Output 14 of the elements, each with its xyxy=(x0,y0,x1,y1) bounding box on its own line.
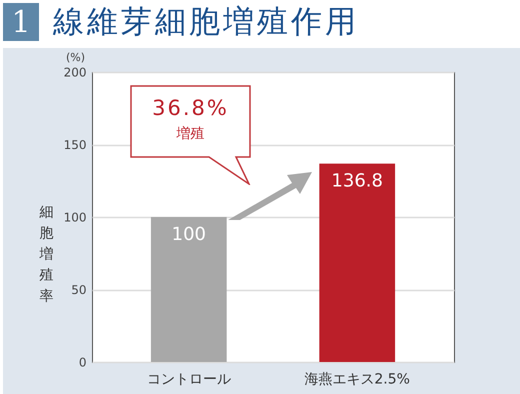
y-axis-title: 細胞増殖率 xyxy=(38,204,54,304)
data-label: 136.8 xyxy=(331,170,383,192)
annotation: 増殖 xyxy=(176,125,206,143)
data-label: 100 xyxy=(172,224,206,245)
chart-title: 1 線維芽細胞増殖作用 xyxy=(10,3,359,42)
annotation: 36.8% xyxy=(151,96,230,120)
x-tick-label: コントロール xyxy=(146,372,231,388)
x-tick-label: 海燕エキス2.5% xyxy=(304,372,410,388)
y-tick-label: 0 xyxy=(78,356,86,370)
y-tick-label: 200 xyxy=(64,66,86,80)
text: (%) xyxy=(66,51,86,64)
y-tick-label: 50 xyxy=(71,283,86,297)
y-tick-label: 100 xyxy=(64,210,86,224)
y-tick-label: 150 xyxy=(64,138,86,152)
